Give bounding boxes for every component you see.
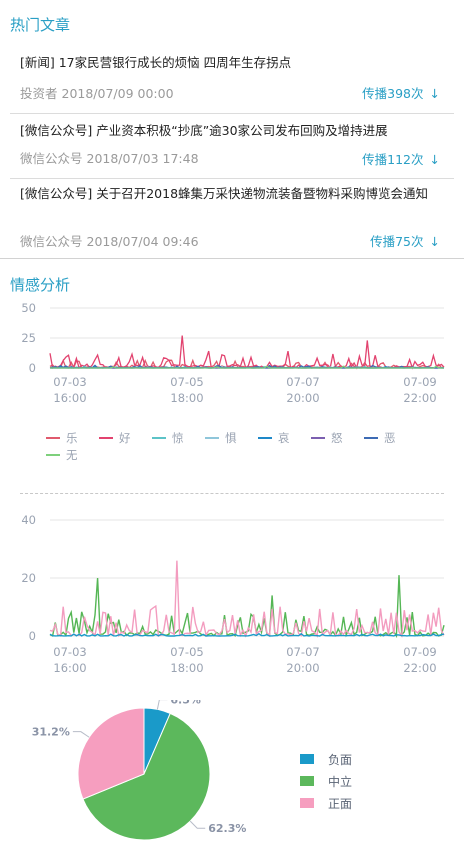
arrow-down-icon[interactable]: ↓ bbox=[429, 234, 440, 249]
series-line-2 bbox=[49, 335, 445, 370]
x-tick-label: 07-03 bbox=[53, 375, 86, 389]
pie-label-line bbox=[72, 731, 90, 738]
series-line-8 bbox=[50, 365, 444, 369]
article-source: 微信公众号 bbox=[20, 234, 83, 249]
x-tick-label: 07-05 bbox=[170, 645, 203, 659]
y-tick-label: 25 bbox=[21, 331, 36, 345]
article-meta: 微信公众号 2018/07/04 09:46 bbox=[20, 231, 199, 250]
x-tick-label: 18:00 bbox=[170, 391, 203, 405]
x-tick-label: 07-03 bbox=[53, 645, 86, 659]
y-tick-label: 0 bbox=[29, 629, 36, 643]
article-item[interactable]: [微信公众号] 产业资本积极“抄底”逾30家公司发布回购及增持进展 微信公众号 … bbox=[10, 118, 454, 178]
spread-count[interactable]: 传播75次 bbox=[370, 234, 424, 249]
x-tick-label: 16:00 bbox=[53, 661, 86, 675]
pie-label-line bbox=[189, 820, 206, 829]
x-tick-label: 07-07 bbox=[286, 645, 319, 659]
article-spread[interactable]: 传播75次 ↓ bbox=[370, 231, 440, 250]
x-tick-label: 07-09 bbox=[403, 375, 436, 389]
x-tick-label: 22:00 bbox=[403, 661, 436, 675]
x-tick-label: 20:00 bbox=[286, 661, 319, 675]
legend-item[interactable]: 惧 bbox=[225, 431, 237, 445]
legend-item[interactable]: 负面 bbox=[328, 753, 352, 767]
x-tick-label: 07-05 bbox=[170, 375, 203, 389]
polarity-line-chart: 0 20 40 07-03 16:00 07-05 18:00 07-07 20:00 07-0… bbox=[21, 513, 445, 675]
article-title[interactable]: [新闻] 17家民营银行成长的烦恼 四周年生存拐点 bbox=[20, 55, 292, 70]
spread-count[interactable]: 传播112次 bbox=[362, 152, 424, 167]
x-tick-label: 22:00 bbox=[403, 391, 436, 405]
emotion-line-chart: 0 25 50 07-03 16:00 07-05 18:00 07-07 20:00 07-0… bbox=[21, 301, 445, 462]
pie-slice-中立[interactable] bbox=[82, 712, 211, 841]
sentiment-title: 情感分析 bbox=[10, 276, 71, 294]
legend-item[interactable]: 怒 bbox=[331, 431, 343, 445]
article-meta: 微信公众号 2018/07/03 17:48 bbox=[20, 148, 199, 167]
legend-item[interactable]: 中立 bbox=[328, 774, 352, 789]
pie-label: 62.3% bbox=[208, 822, 246, 835]
pie-label: 31.2% bbox=[32, 726, 70, 739]
article-title[interactable]: [微信公众号] 产业资本积极“抄底”逾30家公司发布回购及增持进展 bbox=[20, 123, 388, 138]
y-tick-label: 20 bbox=[21, 571, 36, 585]
article-source: 投资者 bbox=[20, 86, 58, 101]
x-tick-label: 20:00 bbox=[286, 391, 319, 405]
x-tick-label: 16:00 bbox=[53, 391, 86, 405]
y-tick-label: 0 bbox=[29, 361, 36, 375]
legend-item[interactable]: 正面 bbox=[328, 797, 352, 811]
series-line-负面 bbox=[49, 632, 445, 637]
x-tick-label: 18:00 bbox=[170, 661, 203, 675]
article-time: 2018/07/04 09:46 bbox=[86, 234, 199, 249]
x-tick-label: 07-09 bbox=[403, 645, 436, 659]
chart-separator bbox=[20, 493, 444, 494]
article-title[interactable]: [微信公众号] 关于召开2018蜂集万采快递物流装备暨物料采购博览会通知 bbox=[20, 186, 429, 201]
y-tick-label: 50 bbox=[21, 301, 36, 315]
x-tick-label: 07-07 bbox=[286, 375, 319, 389]
hot-articles-title: 热门文章 bbox=[10, 16, 71, 34]
pie-label-line bbox=[156, 700, 168, 710]
article-spread[interactable]: 传播398次 ↓ bbox=[362, 83, 440, 102]
legend-item[interactable]: 无 bbox=[66, 448, 78, 462]
legend-swatch[interactable] bbox=[300, 754, 314, 764]
arrow-down-icon[interactable]: ↓ bbox=[429, 86, 440, 101]
legend-item[interactable]: 恶 bbox=[384, 431, 396, 445]
divider bbox=[10, 178, 454, 179]
series-line-正面 bbox=[49, 560, 445, 638]
article-spread[interactable]: 传播112次 ↓ bbox=[362, 149, 440, 168]
section-divider bbox=[0, 258, 464, 259]
arrow-down-icon[interactable]: ↓ bbox=[429, 152, 440, 167]
pie-label: 6.5% bbox=[170, 700, 201, 707]
article-time: 2018/07/09 00:00 bbox=[61, 86, 174, 101]
article-time: 2018/07/03 17:48 bbox=[86, 151, 199, 166]
y-tick-label: 40 bbox=[21, 513, 36, 527]
legend-item[interactable]: 惊 bbox=[172, 431, 184, 445]
article-source: 微信公众号 bbox=[20, 151, 83, 166]
article-meta: 投资者 2018/07/09 00:00 bbox=[20, 83, 174, 102]
legend-item[interactable]: 乐 bbox=[66, 431, 78, 445]
legend-item[interactable]: 哀 bbox=[278, 431, 290, 445]
spread-count[interactable]: 传播398次 bbox=[362, 86, 424, 101]
article-item[interactable]: [微信公众号] 关于召开2018蜂集万采快递物流装备暨物料采购博览会通知 微信公… bbox=[10, 182, 454, 254]
legend-item[interactable]: 好 bbox=[119, 431, 131, 445]
legend-swatch[interactable] bbox=[300, 776, 314, 786]
divider bbox=[10, 113, 454, 114]
legend-swatch[interactable] bbox=[300, 798, 314, 808]
article-item[interactable]: [新闻] 17家民营银行成长的烦恼 四周年生存拐点 投资者 2018/07/09… bbox=[10, 50, 454, 110]
